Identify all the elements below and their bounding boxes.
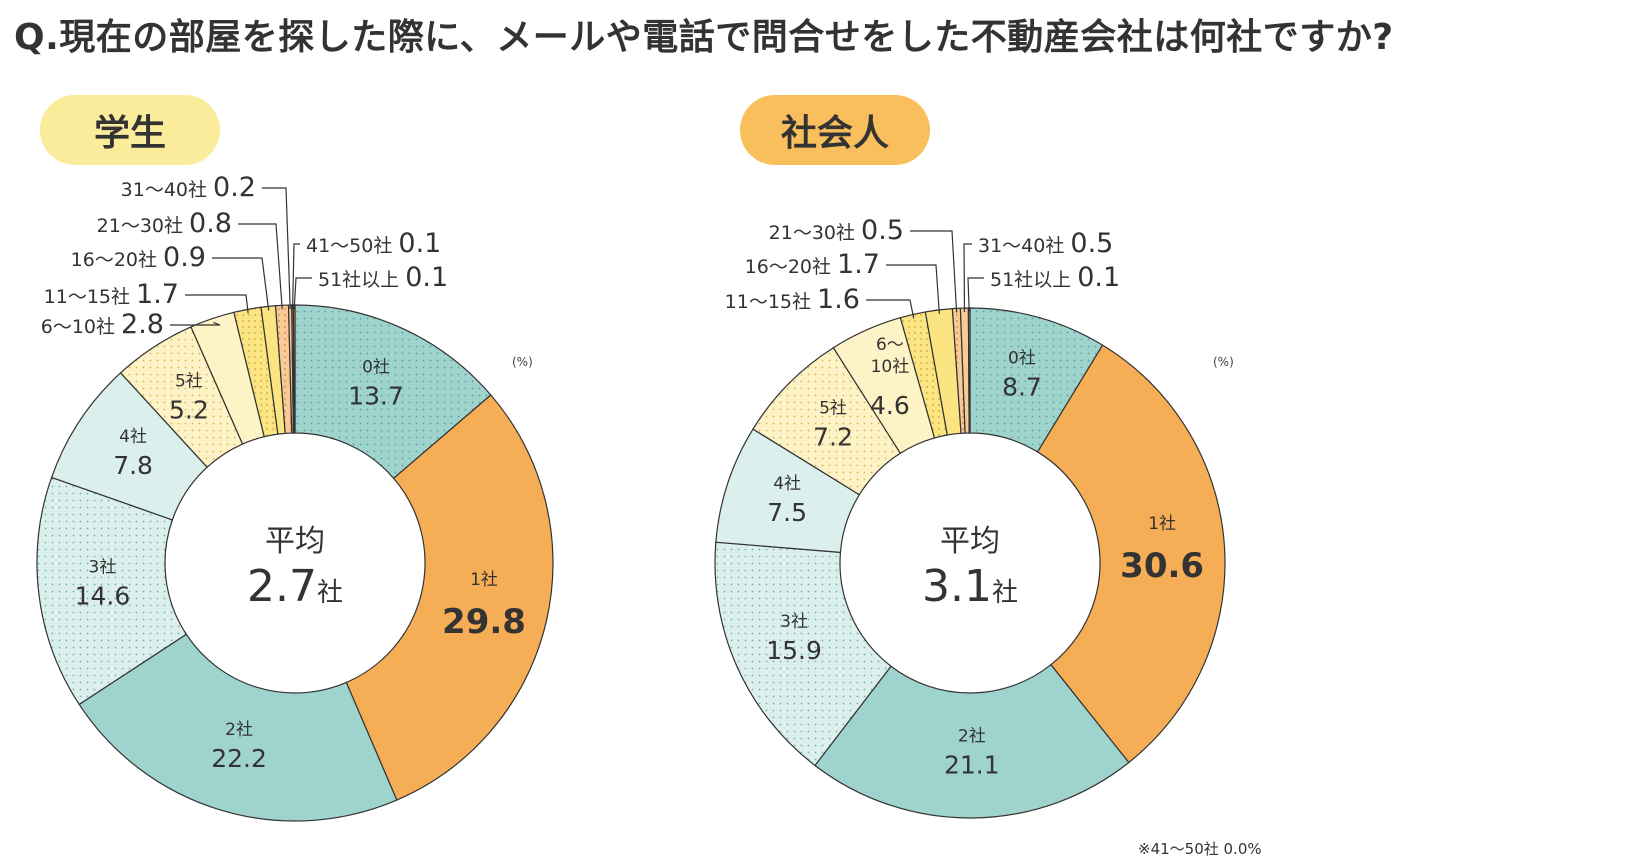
center-value: 2.7社 [247, 561, 343, 612]
slice-category-label: 10社 [871, 357, 910, 377]
center-value: 3.1社 [922, 561, 1018, 612]
footnote-worker: ※41〜50社 0.0% [1138, 840, 1262, 858]
slice-11 [967, 307, 971, 434]
leader-line [185, 294, 249, 314]
slice-value-label: 7.5 [767, 498, 807, 527]
outside-label: 21〜30社 0.8 [97, 208, 232, 239]
slice-category-label: 3社 [780, 612, 808, 632]
slice-value-label: 7.8 [113, 451, 153, 480]
outside-label: 31〜40社 0.2 [121, 172, 256, 203]
slice-category-label: 1社 [470, 570, 498, 590]
outside-label: 11〜15社 1.7 [44, 279, 179, 310]
slice-value-label: 7.2 [813, 423, 853, 452]
slice-12 [292, 304, 296, 434]
slice-value-label: 22.2 [211, 744, 267, 773]
outside-label: 16〜20社 0.9 [71, 242, 206, 273]
outside-label: 6〜10社 2.8 [41, 309, 164, 340]
outside-label: 41〜50社 0.1 [306, 228, 441, 259]
slice-category-label: 4社 [773, 474, 801, 494]
outside-label: 51社以上 0.1 [318, 262, 448, 293]
slice-category-label: 5社 [175, 372, 203, 392]
slice-1 [1036, 344, 1226, 764]
slice-value-label: 14.6 [75, 581, 131, 610]
slice-value-label: 13.7 [348, 382, 404, 411]
slice-3 [714, 541, 892, 767]
unit-label-worker: (%) [1213, 355, 1234, 369]
slice-category-label: 5社 [819, 399, 847, 419]
slice-2 [78, 633, 398, 822]
leader-line [212, 257, 270, 311]
slice-1 [345, 394, 554, 801]
leader-line [293, 277, 312, 310]
center-label: 平均 [265, 524, 325, 559]
page-title: Q.現在の部屋を探した際に、メールや電話で問合せをした不動産会社は何社ですか? [14, 17, 1394, 58]
leader-line [170, 321, 221, 326]
slice-3 [36, 476, 188, 706]
slice-category-label: 4社 [119, 427, 147, 447]
slice-value-label: 4.6 [870, 391, 910, 420]
outside-label: 21〜30社 0.5 [769, 215, 904, 246]
unit-label-student: (%) [512, 355, 533, 369]
slice-value-label: 5.2 [169, 396, 209, 425]
leader-line [963, 243, 972, 313]
slice-category-label: 0社 [362, 358, 390, 378]
slice-category-label: 6〜 [876, 335, 904, 355]
slice-0 [294, 304, 492, 480]
badge-student: 学生 [40, 95, 220, 165]
slice-category-label: 1社 [1148, 514, 1176, 534]
outside-label: 51社以上 0.1 [990, 262, 1120, 293]
slice-value-label: 15.9 [766, 636, 822, 665]
outside-label: 31〜40社 0.5 [978, 228, 1113, 259]
slice-category-label: 3社 [89, 557, 117, 577]
leader-line [910, 230, 958, 313]
leader-line [262, 187, 291, 310]
slice-category-label: 2社 [958, 726, 986, 746]
slice-value-label: 8.7 [1002, 373, 1042, 402]
slice-category-label: 2社 [225, 720, 253, 740]
outside-label: 16〜20社 1.7 [745, 249, 880, 280]
slice-value-label: 30.6 [1120, 546, 1204, 586]
slice-2 [814, 663, 1130, 819]
center-label: 平均 [940, 524, 1000, 559]
slice-value-label: 21.1 [944, 750, 1000, 779]
slice-category-label: 0社 [1008, 349, 1036, 369]
badge-worker: 社会人 [740, 95, 930, 165]
leader-line [866, 299, 915, 319]
leader-line [292, 243, 300, 310]
outside-label: 11〜15社 1.6 [725, 284, 860, 315]
leader-line [967, 277, 984, 313]
leader-line [886, 264, 940, 314]
leader-line [238, 223, 283, 310]
slice-value-label: 29.8 [442, 602, 526, 642]
